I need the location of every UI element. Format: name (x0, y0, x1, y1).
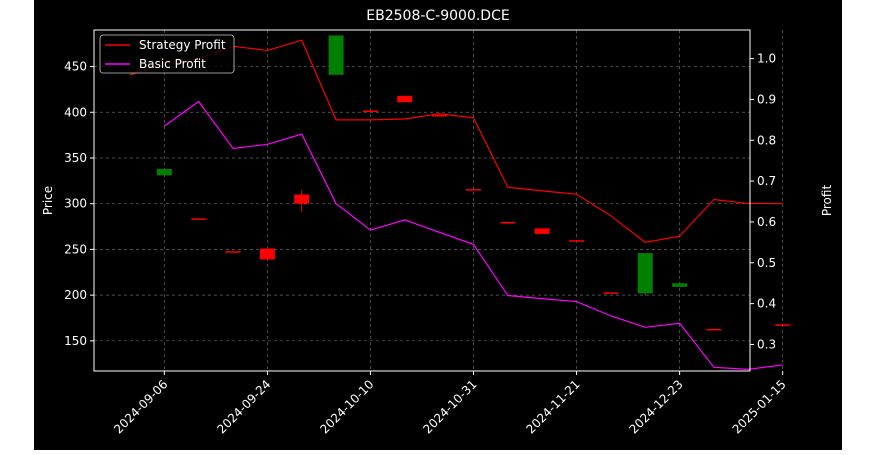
candle-body (191, 218, 207, 220)
x-tick-label: 2024-12-23 (627, 377, 686, 436)
y2-tick-label: 1.0 (757, 52, 776, 66)
legend-label: Basic Profit (139, 57, 206, 71)
y2-tick-label: 0.3 (757, 337, 776, 351)
candle-body (397, 95, 413, 103)
x-tick-label: 2024-11-21 (523, 377, 582, 436)
candle-body (294, 194, 310, 204)
y-axis-label: Price (41, 186, 55, 215)
profit-lines (129, 39, 783, 370)
y2-axis-label: Profit (820, 185, 834, 217)
candle-body (534, 228, 550, 234)
candle-body (706, 328, 722, 331)
chart-figure: EB2508-C-9000.DCE Price Profit 150 200 250… (34, 0, 842, 450)
candle-body (259, 248, 275, 260)
y2-tick-label: 0.5 (757, 256, 776, 270)
y2-tick-label: 0.4 (757, 297, 776, 311)
y-tick-label: 350 (64, 151, 87, 165)
y-tick-label: 400 (64, 105, 87, 119)
plot-frame (93, 29, 751, 372)
legend-label: Strategy Profit (139, 38, 226, 52)
y-tick-label: 450 (64, 60, 87, 74)
chart-title: EB2508-C-9000.DCE (366, 8, 509, 24)
x-tick-label: 2024-10-10 (317, 377, 376, 436)
series-line-strategy-profit (129, 39, 783, 243)
y-tick-label: 150 (64, 334, 87, 348)
y2-tick-label: 0.9 (757, 92, 776, 106)
candle-body (225, 251, 241, 253)
y2-tick-label: 0.7 (757, 174, 776, 188)
legend-box (99, 34, 235, 74)
candle-body (362, 110, 378, 112)
candle-body (672, 283, 688, 287)
grid (94, 30, 784, 371)
candle-body (775, 324, 791, 326)
candlestick-chart: EB2508-C-9000.DCE Price Profit 150 200 250… (41, 8, 834, 437)
candle-body (603, 292, 619, 294)
legend: Strategy Profit Basic Profit (99, 34, 235, 74)
series-line-basic-profit (164, 100, 783, 370)
candles (156, 35, 791, 331)
y-tick-label: 300 (64, 197, 87, 211)
candle-body (637, 253, 653, 294)
x-tick-label: 2024-09-24 (214, 377, 273, 436)
y2-tick-label: 0.8 (757, 133, 776, 147)
x-tick-label: 2024-10-31 (420, 377, 479, 436)
candle-body (431, 115, 447, 117)
x-tick-label: 2025-01-15 (730, 377, 789, 436)
candle-body (569, 240, 585, 242)
ticks: 150 200 250 300 350 400 450 0.3 0.4 0.5 0.6 0.7 0.8 0… (64, 52, 789, 437)
y-tick-label: 200 (64, 288, 87, 302)
y2-tick-label: 0.6 (757, 215, 776, 229)
candle-body (466, 189, 481, 191)
candle-body (156, 168, 172, 176)
candle-body (500, 221, 516, 224)
y-tick-label: 250 (64, 242, 87, 256)
x-tick-label: 2024-09-06 (111, 377, 170, 436)
candle-body (328, 35, 344, 75)
